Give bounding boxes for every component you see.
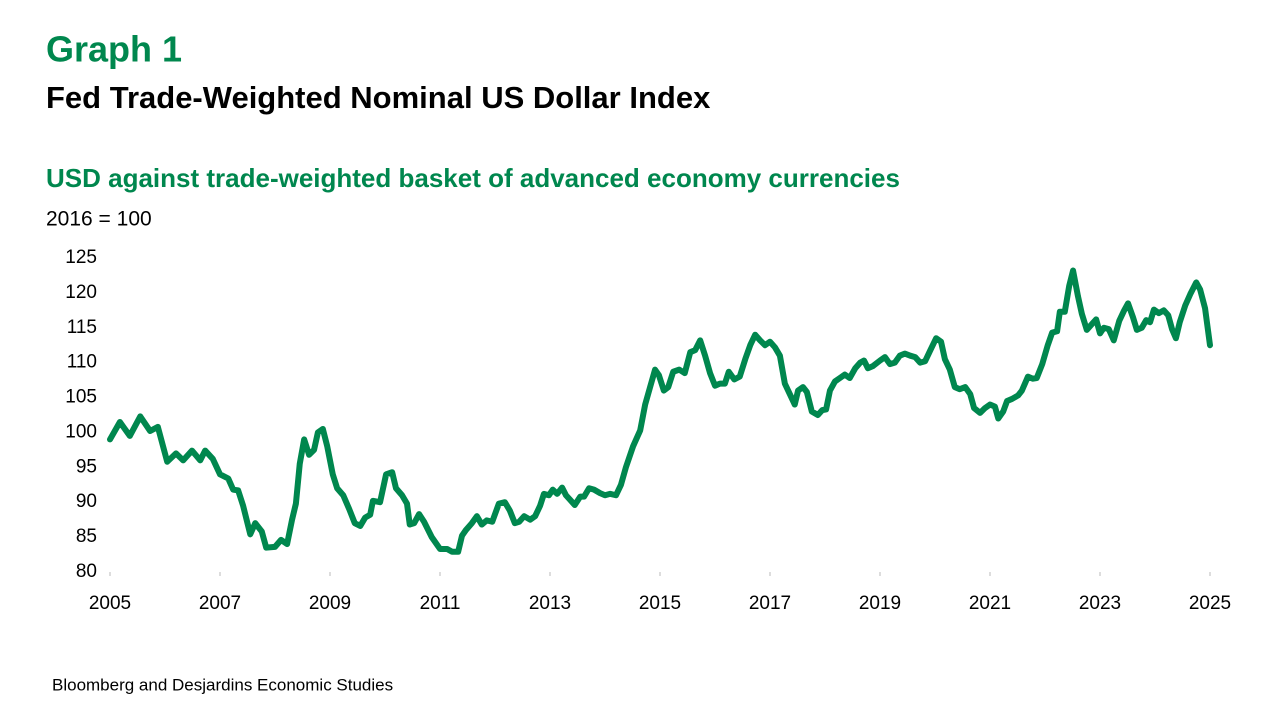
y-tick-label: 80 — [76, 561, 97, 582]
y-tick-label: 120 — [65, 282, 97, 303]
y-tick-label: 115 — [67, 317, 97, 338]
y-tick-label: 95 — [76, 456, 97, 477]
y-tick-label: 105 — [65, 387, 97, 408]
y-axis-label: 2016 = 100 — [46, 208, 152, 231]
x-tick-label: 2009 — [309, 593, 351, 614]
y-tick-label: 90 — [76, 491, 97, 512]
x-tick-label: 2011 — [420, 593, 461, 614]
y-tick-label: 125 — [65, 247, 97, 268]
x-tick-label: 2007 — [199, 593, 241, 614]
y-tick-label: 100 — [65, 421, 97, 442]
chart-subtitle: USD against trade-weighted basket of adv… — [46, 163, 900, 193]
source: Bloomberg and Desjardins Economic Studie… — [52, 675, 393, 694]
y-tick-label: 85 — [76, 526, 97, 547]
x-tick-label: 2019 — [859, 593, 901, 614]
x-tick-label: 2015 — [639, 593, 681, 614]
x-tick-label: 2021 — [969, 593, 1011, 614]
x-tick-label: 2005 — [89, 593, 131, 614]
x-tick-label: 2013 — [529, 593, 571, 614]
x-tick-label: 2025 — [1189, 593, 1231, 614]
data-line — [107, 267, 1213, 555]
x-tick-label: 2023 — [1079, 593, 1121, 614]
graph-label: Graph 1 — [46, 29, 182, 70]
chart-title: Fed Trade-Weighted Nominal US Dollar Ind… — [46, 80, 711, 115]
x-tick-label: 2017 — [749, 593, 791, 614]
y-tick-label: 110 — [67, 352, 97, 373]
